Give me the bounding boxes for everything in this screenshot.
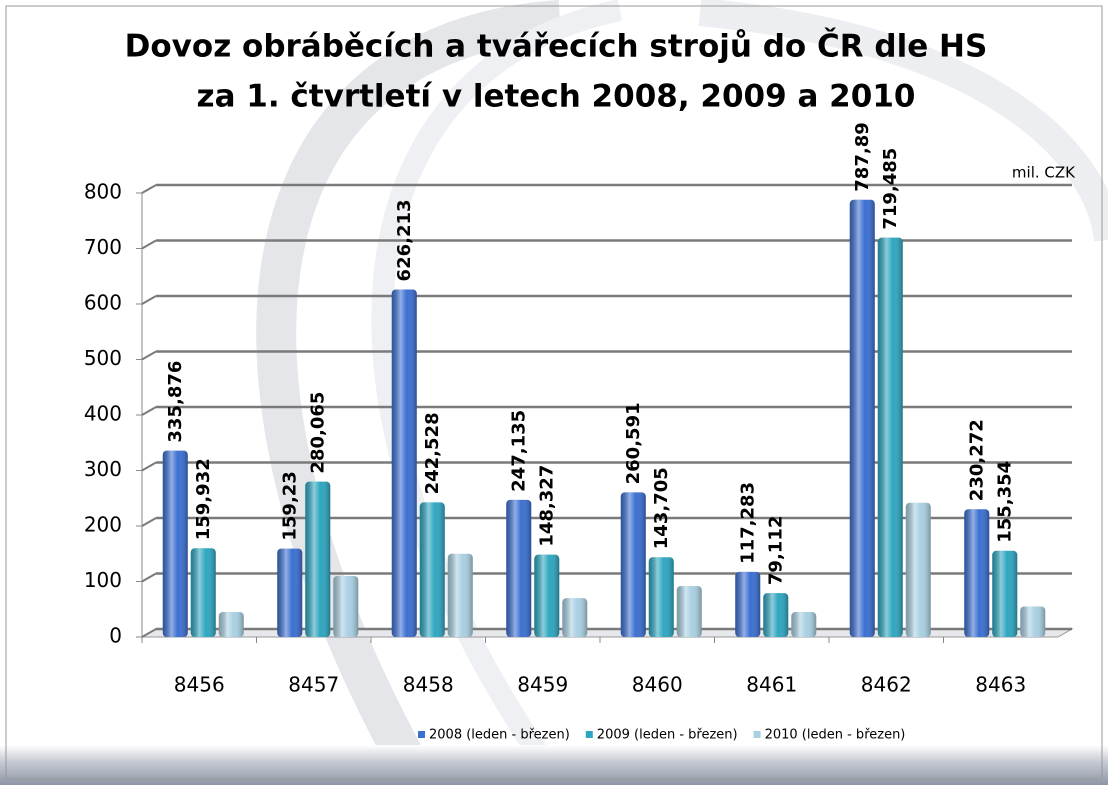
bar-shade xyxy=(649,557,674,637)
y-tick-label: 700 xyxy=(84,235,122,259)
legend-label: 2008 (leden - březen) xyxy=(429,728,570,743)
value-label: 626,213 xyxy=(394,199,415,281)
legend-label: 2010 (leden - březen) xyxy=(765,728,906,743)
value-label: 787,89 xyxy=(852,122,873,191)
value-label: 719,485 xyxy=(880,148,901,230)
y-tick-label: 0 xyxy=(109,624,122,648)
unit-label: mil. CZK xyxy=(1012,164,1076,182)
value-label: 280,065 xyxy=(308,392,329,474)
chart-title: Dovoz obráběcích a tvářecích strojů do Č… xyxy=(125,28,988,65)
bar-shade xyxy=(219,612,244,637)
x-tick-label: 8462 xyxy=(861,673,912,697)
legend-swatch xyxy=(586,731,593,738)
bar-shade xyxy=(333,576,358,637)
bar-shade xyxy=(850,200,875,637)
bar-shade xyxy=(562,598,587,637)
value-label: 242,528 xyxy=(422,412,443,494)
legend-label: 2009 (leden - březen) xyxy=(597,728,738,743)
bar-shade xyxy=(191,548,216,637)
bar-shade xyxy=(677,586,702,637)
value-label: 155,354 xyxy=(995,461,1016,543)
legend-swatch xyxy=(754,731,761,738)
x-tick-label: 8461 xyxy=(746,673,797,697)
legend-swatch xyxy=(418,731,425,738)
y-tick-label: 100 xyxy=(84,568,122,592)
chart-title: za 1. čtvrtletí v letech 2008, 2009 a 20… xyxy=(197,79,916,115)
bar-shade xyxy=(163,451,188,637)
bar-shade xyxy=(763,593,788,637)
value-label: 247,135 xyxy=(509,410,530,492)
bar-shade xyxy=(992,551,1017,637)
y-tick-label: 200 xyxy=(84,513,122,537)
bar-shade xyxy=(1020,606,1045,637)
value-label: 159,23 xyxy=(280,471,301,540)
y-tick-label: 400 xyxy=(84,402,122,426)
x-tick-label: 8463 xyxy=(975,673,1026,697)
x-tick-label: 8456 xyxy=(174,673,225,697)
bar-shade xyxy=(906,503,931,637)
bar-shade xyxy=(277,549,302,637)
value-label: 143,705 xyxy=(651,467,672,549)
y-tick-label: 600 xyxy=(84,291,122,315)
chart: Dovoz obráběcích a tvářecích strojů do Č… xyxy=(0,0,1108,785)
bar-shade xyxy=(735,572,760,637)
x-tick-label: 8457 xyxy=(288,673,339,697)
x-tick-label: 8460 xyxy=(632,673,683,697)
bar-shade xyxy=(305,482,330,637)
bar-shade xyxy=(878,238,903,637)
value-label: 79,112 xyxy=(766,516,787,585)
value-label: 148,327 xyxy=(537,465,558,547)
bar-shade xyxy=(420,502,445,637)
value-label: 159,932 xyxy=(193,458,214,540)
y-tick-label: 500 xyxy=(84,346,122,370)
value-label: 335,876 xyxy=(165,361,186,443)
y-tick-label: 800 xyxy=(84,180,122,204)
y-tick-label: 300 xyxy=(84,457,122,481)
value-label: 230,272 xyxy=(967,419,988,501)
bar-shade xyxy=(448,554,473,637)
x-tick-label: 8459 xyxy=(517,673,568,697)
value-label: 260,591 xyxy=(623,402,644,484)
bar-shade xyxy=(506,500,531,637)
bar-shade xyxy=(621,492,646,637)
bar-shade xyxy=(534,555,559,637)
bar-shade xyxy=(791,612,816,637)
x-tick-label: 8458 xyxy=(403,673,454,697)
bar-shade xyxy=(964,509,989,637)
value-label: 117,283 xyxy=(738,482,759,564)
bar-shade xyxy=(392,289,417,637)
